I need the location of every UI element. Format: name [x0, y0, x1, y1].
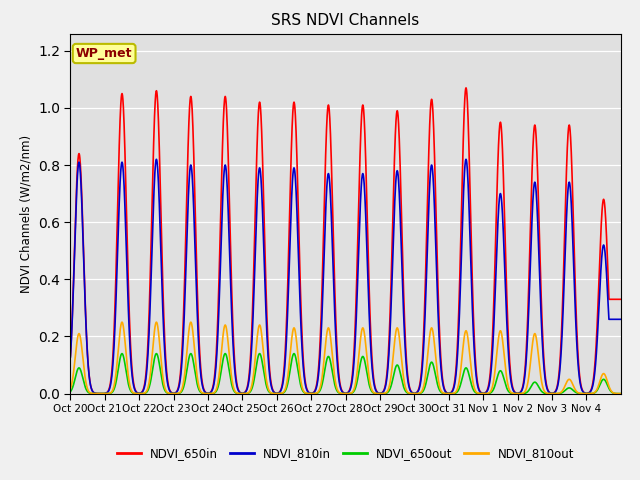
Line: NDVI_810in: NDVI_810in	[70, 159, 621, 394]
Line: NDVI_810out: NDVI_810out	[70, 322, 621, 394]
NDVI_650in	[100, 391, 108, 396]
NDVI_810out	[617, 391, 625, 396]
NDVI_810out	[465, 342, 472, 348]
NDVI_650in	[462, 85, 470, 91]
NDVI_650in	[416, 380, 424, 386]
NDVI_810out	[417, 390, 424, 396]
NDVI_810out	[611, 390, 619, 396]
NDVI_650out	[533, 381, 541, 386]
NDVI_810out	[118, 319, 126, 325]
NDVI_650in	[465, 138, 472, 144]
Line: NDVI_650in: NDVI_650in	[70, 88, 621, 394]
Legend: NDVI_650in, NDVI_810in, NDVI_650out, NDVI_810out: NDVI_650in, NDVI_810in, NDVI_650out, NDV…	[113, 443, 579, 465]
NDVI_810out	[533, 339, 541, 345]
NDVI_650out	[118, 351, 126, 357]
NDVI_810in	[67, 354, 74, 360]
NDVI_650out	[67, 389, 74, 395]
NDVI_650out	[465, 371, 472, 377]
NDVI_650in	[179, 320, 187, 325]
NDVI_650out	[500, 375, 508, 381]
NDVI_810out	[180, 380, 188, 386]
Line: NDVI_650out: NDVI_650out	[70, 354, 621, 394]
NDVI_810in	[152, 156, 160, 162]
Title: SRS NDVI Channels: SRS NDVI Channels	[271, 13, 420, 28]
NDVI_810in	[617, 316, 625, 322]
NDVI_810out	[100, 391, 108, 396]
Text: WP_met: WP_met	[76, 47, 132, 60]
NDVI_650out	[617, 391, 625, 396]
NDVI_810in	[100, 391, 108, 396]
NDVI_810out	[500, 349, 508, 355]
NDVI_650out	[611, 391, 619, 396]
NDVI_810in	[500, 242, 508, 248]
NDVI_650out	[417, 390, 424, 396]
NDVI_650out	[100, 391, 108, 396]
NDVI_650out	[180, 385, 188, 391]
NDVI_810in	[611, 316, 619, 322]
Y-axis label: NDVI Channels (W/m2/nm): NDVI Channels (W/m2/nm)	[19, 134, 33, 293]
NDVI_650in	[533, 149, 541, 155]
NDVI_650in	[611, 297, 619, 302]
NDVI_810in	[180, 333, 188, 338]
NDVI_810out	[67, 386, 74, 392]
NDVI_650in	[67, 353, 74, 359]
NDVI_810in	[533, 201, 541, 206]
NDVI_650in	[617, 297, 625, 302]
NDVI_810in	[417, 382, 424, 387]
NDVI_650in	[500, 189, 508, 194]
NDVI_810in	[465, 197, 472, 203]
